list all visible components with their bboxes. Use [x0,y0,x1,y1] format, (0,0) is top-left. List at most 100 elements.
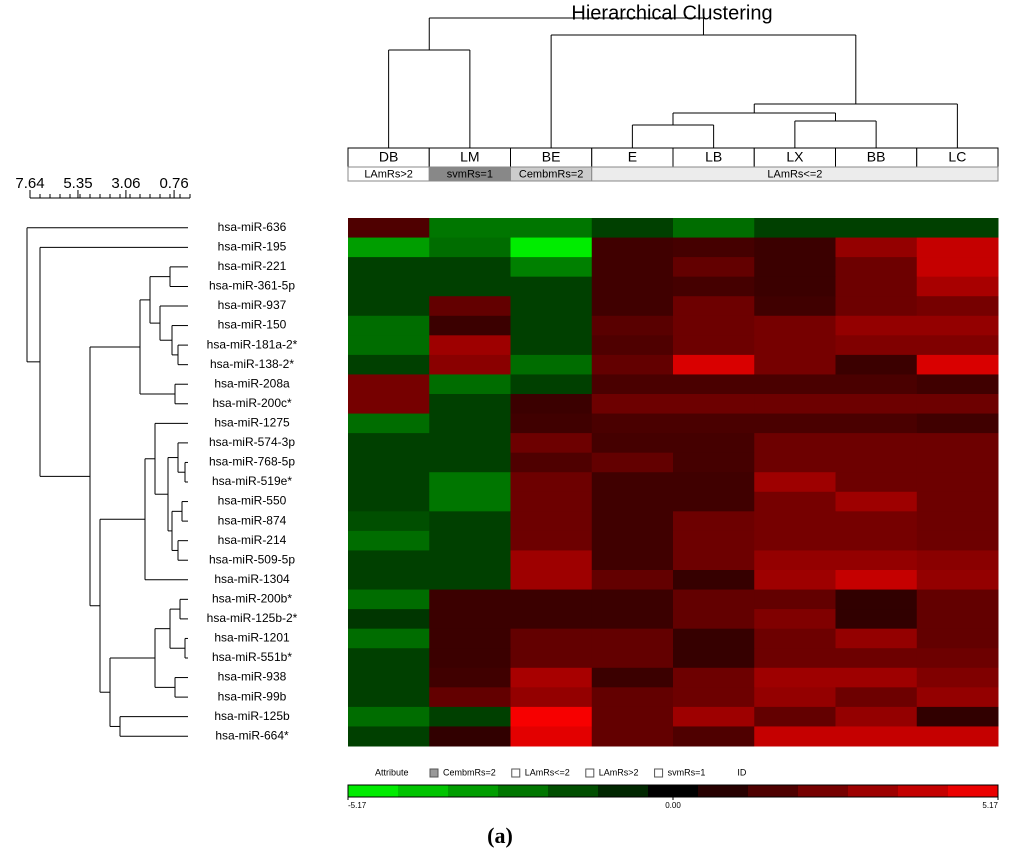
heat-cell [835,511,918,532]
heat-cell [673,530,755,551]
heat-cell [916,296,999,317]
heat-cell [916,589,999,610]
heat-cell [835,257,918,278]
heat-cell [754,706,836,727]
heat-cell [591,491,674,512]
heat-cell [591,511,674,532]
heat-cell [429,374,511,395]
heat-cell [429,550,511,571]
heat-cell [754,433,836,454]
heat-cell [754,589,836,610]
heat-cell [754,335,836,356]
heat-cell [673,491,755,512]
legend-label: LAmRs>2 [599,767,639,777]
heat-cell [591,628,674,649]
heat-cell [429,628,511,649]
row-label: hsa-miR-937 [218,298,287,312]
heat-cell [429,609,511,630]
heat-cell [835,276,918,297]
heat-cell [591,667,674,688]
heat-cell [754,491,836,512]
row-label: hsa-miR-361-5p [209,279,295,293]
heat-cell [348,648,430,669]
colorbar-segment [798,785,849,797]
row-label: hsa-miR-768-5p [209,455,295,469]
heat-cell [348,218,430,239]
heat-cell [754,726,836,747]
row-label: hsa-miR-509-5p [209,552,295,566]
heat-cell [429,296,511,317]
colorbar-segment [898,785,949,797]
heat-cell [835,609,918,630]
scale-tick-label: 7.64 [15,175,44,192]
heat-cell [754,218,836,239]
heat-cell [591,257,674,278]
heat-cell [673,687,755,708]
row-label: hsa-miR-214 [218,533,287,547]
heat-cell [348,491,430,512]
heat-cell [916,628,999,649]
heat-cell [348,570,430,591]
heat-cell [754,237,836,258]
heat-cell [835,237,918,258]
heat-cell [673,706,755,727]
legend-swatch [585,768,595,778]
heat-cell [510,237,593,258]
row-label: hsa-miR-1304 [214,572,290,586]
colorbar-segment [698,785,749,797]
heat-cell [348,413,430,434]
heat-cell [591,726,674,747]
colorbar-tick-label: 5.17 [982,801,998,810]
colorbar-segment [598,785,649,797]
attribute-label: LAmRs<=2 [767,168,822,180]
heat-cell [835,433,918,454]
heat-cell [754,609,836,630]
heat-cell [835,687,918,708]
column-label: BE [542,149,561,165]
heat-cell [673,296,755,317]
heat-cell [673,452,755,473]
heat-cell [348,257,430,278]
heat-cell [673,394,755,415]
heat-cell [673,413,755,434]
heat-cell [754,667,836,688]
heat-cell [673,472,755,493]
heat-cell [429,433,511,454]
heat-cell [916,257,999,278]
heat-cell [591,472,674,493]
heat-cell [916,335,999,356]
heat-cell [429,315,511,336]
heat-cell [510,257,593,278]
heat-cell [429,237,511,258]
heat-cell [916,276,999,297]
heat-cell [429,257,511,278]
heat-cell [348,726,430,747]
heat-cell [348,335,430,356]
legend-label: CembmRs=2 [443,767,496,777]
scale-tick-label: 3.06 [111,175,140,192]
row-label: hsa-miR-125b-2* [207,611,298,625]
heat-cell [510,648,593,669]
attribute-label: CembmRs=2 [519,168,584,180]
heat-cell [673,628,755,649]
heat-cell [510,609,593,630]
heat-cell [916,354,999,375]
heat-cell [510,491,593,512]
heat-cell [348,511,430,532]
heat-cell [348,706,430,727]
heat-cell [673,433,755,454]
heat-cell [429,589,511,610]
caption: (a) [487,823,513,848]
heat-cell [835,374,918,395]
heat-cell [510,628,593,649]
row-label: hsa-miR-200c* [212,396,292,410]
row-label: hsa-miR-125b [214,709,290,723]
heat-cell [835,589,918,610]
heat-cell [348,296,430,317]
heat-cell [754,687,836,708]
heat-cell [591,218,674,239]
heat-cell [673,667,755,688]
heat-cell [348,609,430,630]
row-label: hsa-miR-221 [218,259,287,273]
colorbar-segment [548,785,599,797]
